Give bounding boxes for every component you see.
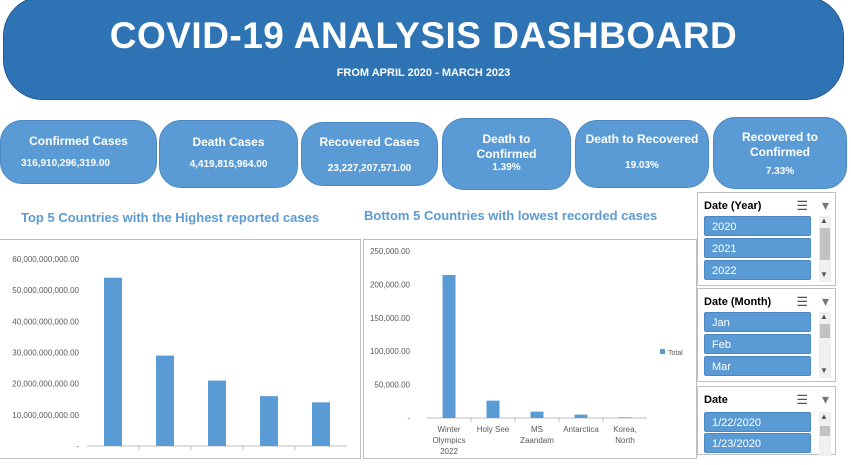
slicer-month-title: Date (Month) [704, 296, 772, 308]
scroll-thumb[interactable] [820, 426, 830, 436]
y-tick-label: 150,000.00 [370, 314, 411, 323]
scroll-thumb[interactable] [820, 324, 830, 338]
kpi-label: Recovered Cases [319, 135, 420, 149]
y-tick-label: 10,000,000,000.00 [12, 411, 79, 420]
slicer-scrollbar[interactable]: ▲ [819, 412, 831, 456]
bar[interactable] [260, 396, 278, 446]
y-tick-label: 30,000,000,000.00 [12, 349, 79, 358]
y-tick-label: 20,000,000,000.00 [12, 380, 79, 389]
slicer-item[interactable]: 2021 [704, 238, 811, 258]
top5-bar-chart: - 10,000,000,000.00 20,000,000,000.00 30,00… [12, 255, 347, 451]
bar[interactable] [156, 355, 174, 446]
kpi-recovered-cases: Recovered Cases 23,227,207,571.00 [301, 122, 438, 186]
kpi-label: Recovered to Confirmed [741, 130, 819, 159]
slicer-year[interactable]: Date (Year) ☰ ▾ 2020 2021 2022 ▲ ▼ [697, 192, 836, 286]
kpi-value: 316,910,296,319.00 [21, 158, 110, 169]
top5-chart-area[interactable]: - 10,000,000,000.00 20,000,000,000.00 30,00… [0, 239, 361, 459]
kpi-value: 7.33% [765, 166, 795, 177]
bar[interactable] [104, 277, 122, 446]
slicer-item[interactable]: 1/23/2020 [704, 433, 811, 453]
slicer-item[interactable]: Jan [704, 312, 811, 332]
y-tick-label: 100,000.00 [370, 347, 411, 356]
kpi-recovered-to-confirmed: Recovered to Confirmed 7.33% [713, 117, 847, 189]
y-tick-label: 200,000.00 [370, 280, 411, 289]
y-tick-label: 50,000,000,000.00 [12, 286, 79, 295]
kpi-death-cases: Death Cases 4,419,816,964.00 [159, 120, 298, 188]
slicer-scrollbar[interactable]: ▲ ▼ [819, 216, 831, 282]
bar[interactable] [618, 417, 632, 418]
x-tick-label: Winter Olympics 2022 [433, 425, 466, 456]
x-tick-label: Korea, North [613, 425, 637, 445]
kpi-value: 4,419,816,964.00 [189, 159, 268, 170]
y-tick-label: 60,000,000,000.00 [12, 255, 79, 264]
kpi-label: Death to Confirmed [476, 132, 537, 161]
bar[interactable] [486, 400, 500, 418]
scroll-up-icon[interactable]: ▲ [820, 216, 828, 225]
y-tick-label: 50,000.00 [374, 381, 410, 390]
slicer-item[interactable]: 1/22/2020 [704, 412, 811, 432]
top5-title: Top 5 Countries with the Highest reporte… [21, 210, 320, 225]
slicer-year-title: Date (Year) [704, 200, 762, 212]
legend-label: Total [668, 350, 683, 357]
bar[interactable] [208, 380, 226, 446]
x-tick-label: Antarctica [563, 425, 599, 434]
kpi-confirmed-cases: Confirmed Cases 316,910,296,319.00 [0, 120, 157, 184]
scroll-thumb[interactable] [820, 228, 830, 260]
kpi-death-to-confirmed: Death to Confirmed 1.39% [442, 118, 571, 190]
dashboard-title: COVID-19 ANALYSIS DASHBOARD [109, 15, 738, 56]
slicer-date[interactable]: Date ☰ ▾ 1/22/2020 1/23/2020 ▲ [697, 386, 836, 456]
kpi-label: Death to Recovered [585, 132, 699, 146]
scroll-down-icon[interactable]: ▼ [820, 366, 828, 375]
y-tick-label: - [407, 414, 410, 423]
bar[interactable] [530, 411, 544, 418]
slicer-item[interactable]: 2020 [704, 216, 811, 236]
y-tick-label: - [76, 442, 79, 451]
slicer-item[interactable]: Feb [704, 334, 811, 354]
kpi-value: 19.03% [625, 160, 659, 171]
dashboard-subtitle: FROM APRIL 2020 - MARCH 2023 [336, 67, 511, 79]
clear-filter-icon[interactable]: ▾ [821, 391, 829, 407]
x-tick-label: MS Zaandam [520, 425, 554, 445]
x-tick-label: Holy See [477, 425, 510, 434]
y-tick-label: 40,000,000,000.00 [12, 317, 79, 326]
legend-swatch [660, 349, 665, 354]
bottom5-title: Bottom 5 Countries with lowest recorded … [364, 208, 658, 223]
slicer-item[interactable]: Mar [704, 356, 811, 376]
bar[interactable] [442, 275, 456, 418]
scroll-up-icon[interactable]: ▲ [820, 312, 828, 321]
kpi-label: Confirmed Cases [29, 134, 128, 148]
kpi-label: Death Cases [192, 135, 265, 149]
scroll-down-icon[interactable]: ▼ [820, 270, 828, 279]
kpi-death-to-recovered: Death to Recovered 19.03% [575, 120, 709, 188]
kpi-value: 23,227,207,571.00 [327, 163, 412, 174]
header-banner: COVID-19 ANALYSIS DASHBOARD FROM APRIL 2… [3, 0, 844, 100]
slicer-item[interactable]: 2022 [704, 260, 811, 280]
multi-select-icon[interactable]: ☰ [796, 198, 808, 213]
scroll-up-icon[interactable]: ▲ [820, 412, 828, 421]
clear-filter-icon[interactable]: ▾ [821, 293, 829, 309]
clear-filter-icon[interactable]: ▾ [821, 197, 829, 213]
bar[interactable] [574, 414, 588, 418]
slicer-month[interactable]: Date (Month) ☰ ▾ Jan Feb Mar ▲ ▼ [697, 288, 836, 382]
y-tick-label: 250,000.00 [370, 247, 411, 256]
bottom5-chart-area[interactable]: - 50,000.00 100,000.00 150,000.00 200,000.00… [363, 239, 697, 459]
multi-select-icon[interactable]: ☰ [796, 392, 808, 407]
bottom5-bar-chart: - 50,000.00 100,000.00 150,000.00 200,000.00… [370, 247, 683, 456]
kpi-value: 1.39% [492, 162, 521, 173]
slicer-scrollbar[interactable]: ▲ ▼ [819, 312, 831, 378]
bar[interactable] [312, 402, 330, 446]
slicer-date-title: Date [704, 394, 728, 406]
multi-select-icon[interactable]: ☰ [796, 294, 808, 309]
